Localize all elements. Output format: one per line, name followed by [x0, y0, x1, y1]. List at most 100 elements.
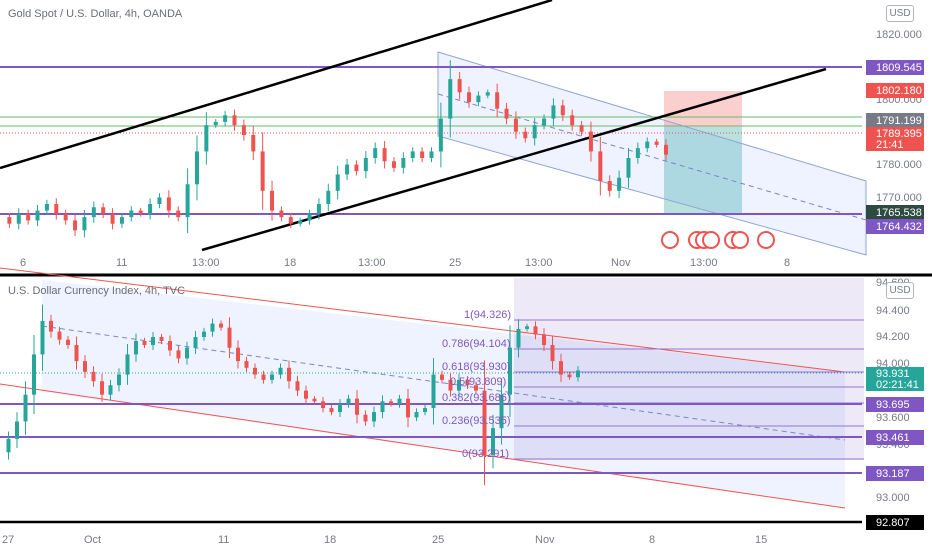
fib-label: 1(94.326) [464, 309, 511, 321]
candle-body [373, 148, 378, 158]
dxy-chart-title: U.S. Dollar Currency Index, 4h, TVC [8, 285, 185, 297]
candle-body [295, 381, 300, 391]
candle-body [321, 401, 325, 409]
dxy-x-tick: 11 [218, 534, 229, 546]
candle-body [491, 428, 495, 455]
flag-icon[interactable] [757, 231, 775, 249]
fib-label: 0.786(94.104) [442, 338, 511, 350]
gold-x-tick: 6 [20, 257, 26, 269]
candle-body [354, 164, 359, 172]
candle-body [495, 92, 500, 109]
candle-body [499, 394, 504, 429]
candle-body [401, 158, 406, 168]
candle-body [457, 79, 462, 93]
forecast-icons[interactable] [661, 231, 775, 249]
gold-lower-trendline[interactable] [201, 67, 827, 252]
gold-candles [7, 60, 668, 238]
candle-body [23, 394, 28, 422]
candle-body [542, 334, 546, 346]
candle-body [482, 390, 487, 455]
candle-body [49, 320, 53, 332]
candle-body [598, 151, 603, 181]
gold-x-tick: 8 [784, 257, 790, 269]
candle-body [100, 381, 104, 395]
gold-x-tick: Nov [611, 257, 631, 269]
gold-chart-title: Gold Spot / U.S. Dollar, 4h, OANDA [8, 8, 183, 20]
flag-icon[interactable] [661, 231, 679, 249]
candle-body [312, 398, 317, 402]
gold-channel-midline [437, 93, 867, 221]
candle-body [465, 379, 470, 386]
candle-body [7, 217, 12, 224]
candle-body [261, 374, 266, 380]
candle-body [193, 336, 198, 348]
candle-body [110, 213, 115, 224]
candle-body [125, 354, 130, 375]
dxy-descending-channel [42, 280, 845, 508]
candle-body [236, 347, 240, 362]
candle-body [91, 207, 96, 218]
dxy-x-tick: 27 [2, 534, 14, 546]
candle-body [168, 341, 172, 351]
fib-label: 0(93.291) [462, 448, 509, 460]
candle-body [119, 217, 124, 224]
gold-price-badges: 1809.545 1802.180 1791.199 1789.395 21:4… [866, 60, 924, 234]
gold-x-axis: 6 11 13:00 18 13:00 25 13:00 Nov 13:00 8 [20, 257, 790, 269]
candle-body [54, 204, 59, 214]
candle-body [204, 125, 209, 152]
candle-body [288, 217, 293, 224]
candle-body [210, 323, 215, 332]
dxy-y-tick: 94.200 [876, 331, 910, 343]
candle-body [35, 210, 40, 221]
candle-body [467, 92, 472, 103]
candle-body [74, 345, 79, 362]
candle-body [82, 217, 87, 231]
gold-countdown-badge: 21:41 [876, 139, 904, 151]
gold-x-tick: 13:00 [690, 257, 718, 269]
candle-body [329, 408, 334, 413]
candle-body [232, 115, 237, 126]
gold-currency-button[interactable]: USD [886, 5, 914, 22]
candle-body [579, 125, 584, 132]
gold-pane: Gold Spot / U.S. Dollar, 4h, OANDA 1820.… [0, 0, 924, 269]
candle-body [270, 374, 274, 380]
candle-body [429, 151, 434, 158]
candle-body [389, 401, 393, 405]
candle-body [438, 118, 443, 152]
candle-body [560, 105, 565, 116]
fib-label: 0.618(93.930) [442, 361, 511, 373]
dxy-x-tick: 8 [649, 534, 655, 546]
candle-body [363, 158, 368, 172]
candle-body [523, 131, 528, 139]
candle-body [194, 151, 199, 185]
candle-body [159, 336, 164, 342]
candle-body [73, 220, 78, 231]
candle-body [260, 151, 265, 191]
dxy-currency-button[interactable]: USD [886, 282, 914, 299]
dxy-countdown-badge: 02:21:41 [876, 379, 919, 391]
dxy-x-tick: 15 [755, 534, 767, 546]
candle-body [91, 371, 96, 382]
candle-body [551, 105, 556, 119]
candle-body [504, 108, 509, 119]
candle-body [278, 367, 283, 375]
candle-body [516, 328, 521, 348]
candle-body [138, 210, 143, 214]
candle-body [298, 220, 303, 224]
candle-body [304, 390, 308, 399]
flag-icon[interactable] [731, 231, 749, 249]
candle-body [83, 361, 87, 372]
flag-icon[interactable] [702, 231, 720, 249]
candle-body [431, 374, 436, 409]
candle-body [476, 95, 481, 103]
candle-body [40, 320, 45, 355]
candle-body [213, 121, 218, 126]
candle-body [185, 184, 190, 218]
gold-upper-trendline[interactable] [0, 0, 553, 170]
candle-body [457, 379, 461, 391]
gold-x-tick: 13:00 [192, 257, 220, 269]
candle-body [26, 213, 31, 221]
dxy-y-tick: 93.000 [876, 492, 910, 504]
fib-labels: 1(94.326) 0.786(94.104) 0.618(93.930) 0.… [442, 309, 511, 460]
